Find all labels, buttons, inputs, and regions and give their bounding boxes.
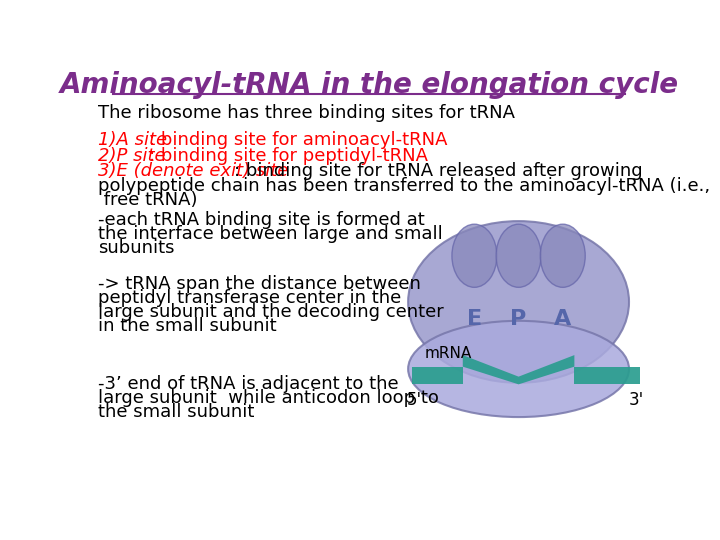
Text: 2)P site: 2)P site bbox=[98, 147, 166, 165]
Text: in the small subunit: in the small subunit bbox=[98, 317, 276, 335]
Text: large subunit and the decoding center: large subunit and the decoding center bbox=[98, 303, 444, 321]
Text: mRNA: mRNA bbox=[425, 346, 472, 361]
Text: free tRNA): free tRNA) bbox=[98, 191, 197, 208]
Ellipse shape bbox=[452, 224, 497, 287]
Text: 3)E (denote exit) site: 3)E (denote exit) site bbox=[98, 162, 288, 180]
Text: The ribosome has three binding sites for tRNA: The ribosome has three binding sites for… bbox=[98, 104, 515, 122]
Ellipse shape bbox=[408, 321, 629, 417]
Text: 3': 3' bbox=[629, 391, 644, 409]
Polygon shape bbox=[575, 367, 640, 384]
Text: 1)A site: 1)A site bbox=[98, 131, 167, 149]
Text: -> tRNA span the distance between: -> tRNA span the distance between bbox=[98, 275, 420, 293]
Ellipse shape bbox=[540, 224, 585, 287]
Text: the small subunit: the small subunit bbox=[98, 403, 254, 421]
Text: the interface between large and small: the interface between large and small bbox=[98, 225, 443, 243]
Text: P: P bbox=[510, 309, 527, 329]
Text: : binding site for peptidyl-tRNA: : binding site for peptidyl-tRNA bbox=[149, 147, 428, 165]
Text: Aminoacyl-tRNA in the elongation cycle: Aminoacyl-tRNA in the elongation cycle bbox=[60, 71, 678, 99]
Text: A: A bbox=[554, 309, 572, 329]
Ellipse shape bbox=[496, 224, 541, 287]
Text: -3’ end of tRNA is adjacent to the: -3’ end of tRNA is adjacent to the bbox=[98, 375, 398, 393]
Text: : binding site for tRNA released after growing: : binding site for tRNA released after g… bbox=[234, 162, 643, 180]
Text: polypeptide chain has been transferred to the aminoacyl-tRNA (i.e.,: polypeptide chain has been transferred t… bbox=[98, 177, 710, 195]
Polygon shape bbox=[463, 355, 575, 384]
Ellipse shape bbox=[408, 221, 629, 383]
Text: -each tRNA binding site is formed at: -each tRNA binding site is formed at bbox=[98, 211, 425, 230]
Text: subunits: subunits bbox=[98, 239, 174, 257]
Text: : binding site for aminoacyl-tRNA: : binding site for aminoacyl-tRNA bbox=[149, 131, 447, 149]
Text: peptidyl transferase center in the: peptidyl transferase center in the bbox=[98, 289, 401, 307]
Text: E: E bbox=[467, 309, 482, 329]
Text: 5': 5' bbox=[406, 391, 421, 409]
Text: large subunit  while anticodon loop to: large subunit while anticodon loop to bbox=[98, 389, 438, 407]
Polygon shape bbox=[412, 367, 463, 384]
